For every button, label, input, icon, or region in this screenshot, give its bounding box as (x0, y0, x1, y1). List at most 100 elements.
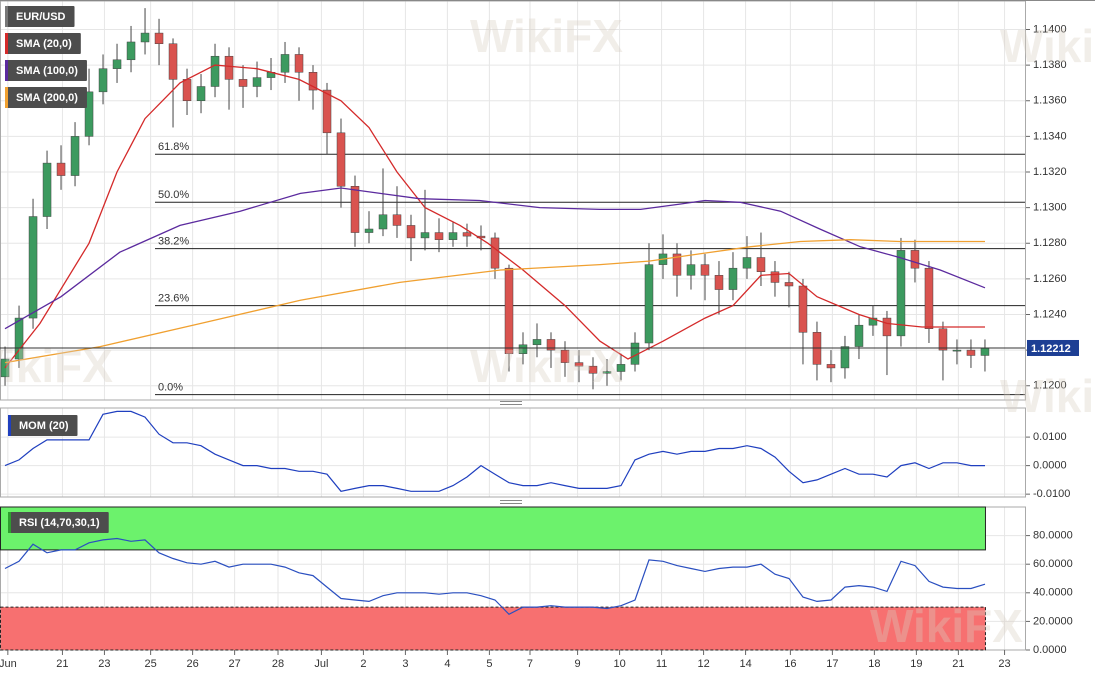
x-tick-label: 21 (952, 658, 964, 670)
candle-body (434, 232, 444, 240)
candle-body (448, 232, 458, 240)
x-tick-label: 19 (910, 658, 922, 670)
candle-body (378, 214, 388, 230)
candle-body (700, 264, 710, 276)
legend-swatch (8, 512, 11, 533)
x-tick-label: 14 (739, 658, 751, 670)
fib-label: 61.8% (158, 141, 189, 153)
candle-body (588, 365, 598, 374)
candle-body (308, 72, 318, 91)
candle-body (938, 328, 948, 351)
x-tick-label: 18 (868, 658, 880, 670)
legend-box (5, 33, 81, 54)
x-tick-label: 27 (228, 658, 240, 670)
x-tick-label: 23 (998, 658, 1010, 670)
legend-swatch (5, 87, 8, 108)
watermark: WikiFX (470, 340, 623, 392)
legend-box (8, 415, 78, 436)
legend-swatch (5, 60, 8, 81)
watermark: WikiFX (1000, 370, 1095, 422)
candle-body (714, 275, 724, 290)
legend-box (8, 512, 109, 533)
oversold-zone (0, 606, 986, 651)
legend-box (5, 87, 87, 108)
legend-swatch (8, 415, 11, 436)
y-tick-label: 1.1400 (1033, 23, 1067, 35)
watermark: WikiFX (1000, 20, 1095, 72)
candle-body (644, 264, 654, 344)
candle-body (504, 267, 514, 354)
y-tick-label: 1.1280 (1033, 237, 1067, 249)
candle-body (252, 77, 262, 87)
indicator-line (4, 410, 985, 492)
x-tick-label: 28 (272, 658, 284, 670)
y-tick-label: -0.0100 (1033, 488, 1070, 500)
y-tick-label: 20.0000 (1033, 615, 1073, 627)
watermark: WikiFX (0, 340, 113, 392)
candle-body (966, 349, 976, 356)
last-price-label: 1.12212 (1031, 343, 1071, 355)
candle-body (574, 362, 584, 367)
candle-body (168, 43, 178, 80)
y-tick-label: 0.0000 (1033, 460, 1067, 472)
candle-body (392, 214, 402, 226)
last-price-box (1027, 339, 1079, 356)
fib-label: 23.6% (158, 293, 189, 305)
candle-body (854, 324, 864, 347)
overbought-zone (0, 506, 986, 551)
candle-body (924, 267, 934, 329)
indicator-line (4, 537, 986, 616)
candle-body (98, 68, 108, 93)
y-tick-label: 0.0000 (1033, 644, 1067, 656)
legend-item: EUR/USD (5, 6, 75, 27)
candle-body (140, 32, 150, 43)
candle-body (364, 228, 374, 233)
legend-item: SMA (100,0) (5, 60, 87, 81)
candle-body (210, 55, 220, 87)
candle-body (952, 349, 962, 352)
legend-box (5, 60, 87, 81)
candle-body (154, 32, 164, 44)
legend-label: EUR/USD (16, 11, 66, 23)
y-tick-label: 40.0000 (1033, 587, 1073, 599)
candle-body (14, 317, 24, 360)
y-tick-label: 1.1360 (1033, 95, 1067, 107)
x-tick-label: 12 (697, 658, 709, 670)
y-tick-label: 1.1300 (1033, 202, 1067, 214)
candle-body (280, 54, 290, 73)
y-tick-label: 60.0000 (1033, 558, 1073, 570)
x-tick-label: 5 (486, 658, 492, 670)
y-tick-label: 1.1200 (1033, 380, 1067, 392)
legend-swatch (5, 6, 8, 27)
candle-body (196, 86, 206, 101)
candle-body (112, 59, 122, 69)
y-tick-label: 1.1240 (1033, 308, 1067, 320)
candle-body (322, 89, 332, 134)
x-tick-label: 25 (145, 658, 157, 670)
legend-label: SMA (200,0) (16, 92, 78, 104)
candle-body (756, 257, 766, 272)
legend-label: SMA (100,0) (16, 65, 78, 77)
x-tick-label: 3 (402, 658, 408, 670)
candle-body (28, 216, 38, 319)
watermarks: WikiFX WikiFX WikiFX WikiFX WikiFX WikiF… (0, 10, 1095, 652)
candle-body (336, 132, 346, 187)
y-tick-label: 1.1320 (1033, 166, 1067, 178)
candle-body (420, 232, 430, 239)
fib-label: 0.0% (158, 382, 183, 394)
candle-body (560, 349, 570, 363)
watermark: WikiFX (470, 10, 623, 62)
watermark: WikiFX (870, 600, 1023, 652)
candle-body (910, 250, 920, 269)
y-tick-label: 1.1380 (1033, 59, 1067, 71)
legend-swatch (5, 33, 8, 54)
x-tick-label: 9 (575, 658, 581, 670)
candle-body (672, 253, 682, 276)
candle-body (532, 339, 542, 346)
candle-body (518, 344, 528, 354)
y-tick-label: 1.1260 (1033, 273, 1067, 285)
y-tick-label: 0.0100 (1033, 431, 1067, 443)
candle-body (602, 371, 612, 374)
x-tick-label: 26 (186, 658, 198, 670)
